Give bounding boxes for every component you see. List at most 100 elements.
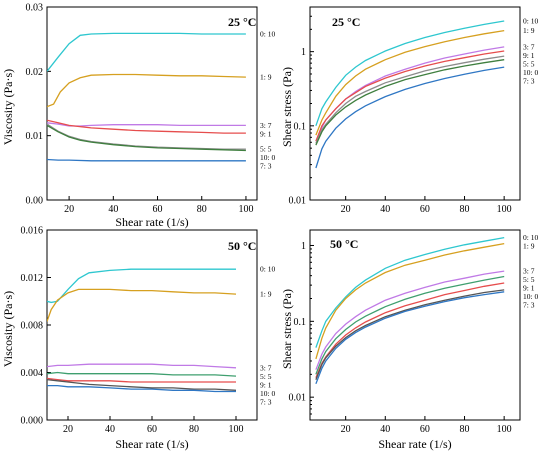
series-line-9-1	[315, 50, 505, 142]
series-label: 10: 0	[260, 153, 275, 162]
y-tick-label: 0.008	[21, 321, 44, 332]
panel-title: 25 °C	[332, 15, 360, 29]
x-tick-label: 100	[238, 204, 253, 215]
x-tick-label: 100	[497, 204, 512, 215]
panel-b-shear-stress-25c: 20 40 60 80 100 0.01 0.1 1 0: 101: 9 3: 79: 15: 5…	[280, 6, 538, 215]
series-label: 3: 7	[523, 267, 535, 276]
series-label: 3: 7	[260, 121, 272, 130]
series-label: 7: 3	[523, 76, 535, 85]
series-line-5-5	[47, 371, 237, 377]
series-label: 7: 3	[523, 301, 535, 310]
series-label: 0: 10	[523, 17, 538, 26]
series-label: 10: 0	[523, 292, 538, 301]
series-label: 10: 0	[260, 389, 275, 398]
x-tick-label: 60	[153, 204, 163, 215]
y-tick-label: 0.016	[21, 226, 44, 237]
series-line-1-9	[315, 29, 505, 136]
x-tick-label: 80	[460, 424, 470, 435]
y-tick-label: 0.02	[26, 67, 44, 78]
x-tick-label: 40	[105, 424, 115, 435]
y-axis-label: Viscosity (Pa·s)	[1, 291, 15, 367]
series-line-0-10	[315, 236, 505, 348]
series-line-7-3	[47, 158, 246, 162]
y-tick-label: 0.004	[21, 368, 44, 379]
panel-title: 25 °C	[228, 15, 256, 29]
series-line-5-5	[47, 123, 246, 150]
x-tick-label: 80	[189, 424, 199, 435]
series-line-9-1	[315, 282, 505, 379]
x-tick-label: 40	[380, 424, 390, 435]
series-line-3-7	[47, 122, 246, 127]
series-line-9-1	[47, 119, 246, 134]
series-label: 9: 1	[260, 380, 272, 389]
x-tick-label: 60	[147, 424, 157, 435]
x-tick-label: 100	[497, 424, 512, 435]
series-line-1-9	[47, 73, 246, 108]
plot-frame	[46, 6, 258, 201]
series-label: 7: 3	[260, 162, 272, 171]
x-tick-label: 80	[197, 204, 207, 215]
series-line-10-0	[47, 378, 237, 391]
series-label: 1: 9	[523, 242, 535, 251]
series-line-10-0	[315, 59, 505, 146]
series-line-3-7	[47, 363, 237, 369]
series-line-7-3	[47, 384, 236, 393]
x-axis-label: Shear rate (1/s)	[115, 215, 188, 229]
series-line-0-10	[47, 268, 236, 304]
y-tick-label: 0.1	[294, 121, 307, 132]
series-line-1-9	[315, 242, 505, 360]
series-label: 5: 5	[523, 275, 535, 284]
x-axis-label: Shear rate (1/s)	[378, 437, 451, 451]
series-label: 3: 7	[260, 363, 272, 372]
y-axis-label: Viscosity (Pa·s)	[1, 69, 15, 145]
y-tick-label: 0.000	[21, 416, 44, 427]
y-tick-label: 0.012	[21, 273, 44, 284]
series-line-7-3	[315, 66, 505, 169]
series-label: 1: 9	[260, 290, 272, 299]
series-label: 5: 5	[523, 59, 535, 68]
panel-title: 50 °C	[330, 237, 358, 251]
series-label: 1: 9	[523, 26, 535, 35]
y-tick-label: 0.00	[26, 196, 44, 207]
series-label: 5: 5	[260, 372, 272, 381]
x-tick-label: 40	[108, 204, 118, 215]
x-tick-label: 60	[420, 424, 430, 435]
y-tick-label: 0.01	[26, 131, 44, 142]
y-tick-label: 1	[301, 241, 306, 252]
plot-frame	[309, 229, 521, 421]
y-tick-label: 1	[301, 47, 306, 58]
x-tick-label: 20	[341, 424, 351, 435]
x-tick-label: 20	[341, 204, 351, 215]
x-axis-label: Shear rate (1/s)	[115, 437, 188, 451]
series-line-10-0	[47, 124, 246, 152]
panel-c-viscosity-50c: 20 40 60 80 100 0.000 0.004 0.008 0.012 0.016 0: 1…	[1, 226, 275, 452]
series-line-10-0	[315, 289, 505, 380]
y-tick-label: 0.01	[289, 393, 307, 404]
panel-d-shear-stress-50c: 20 40 60 80 100 0.01 0.1 1 0: 101: 9 3: 75: 59: 1…	[280, 229, 538, 451]
series-line-3-7	[315, 270, 505, 370]
series-line-0-10	[315, 20, 505, 127]
y-tick-label: 0.01	[289, 196, 307, 207]
panel-a-viscosity-25c: 20 40 60 80 100 0.00 0.01 0.02 0.03 0: 10 1: 9 3: 7…	[1, 3, 275, 230]
series-label: 0: 10	[260, 30, 275, 39]
x-tick-label: 20	[64, 204, 74, 215]
series-label: 0: 10	[260, 265, 275, 274]
series-line-1-9	[47, 288, 237, 322]
y-axis-label: Shear stress (Pa)	[280, 67, 294, 147]
series-label: 9: 1	[260, 129, 272, 138]
series-label: 7: 3	[260, 397, 272, 406]
series-label: 0: 10	[523, 233, 538, 242]
series-line-5-5	[315, 275, 505, 375]
y-axis-label: Shear stress (Pa)	[280, 289, 294, 369]
x-tick-label: 20	[63, 424, 73, 435]
x-tick-label: 60	[420, 204, 430, 215]
panel-title: 50 °C	[228, 239, 256, 253]
x-tick-label: 100	[229, 424, 244, 435]
x-tick-label: 80	[460, 204, 470, 215]
series-label: 5: 5	[260, 145, 272, 154]
y-tick-label: 0.1	[294, 317, 307, 328]
series-line-0-10	[47, 32, 246, 72]
series-label: 10: 0	[523, 68, 538, 77]
series-label: 1: 9	[260, 73, 272, 82]
